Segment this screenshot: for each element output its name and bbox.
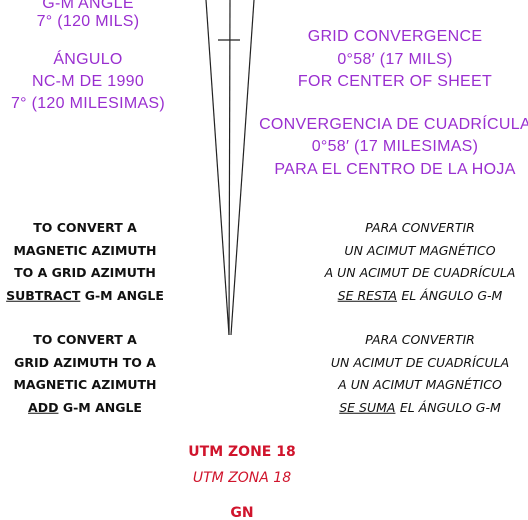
- instruction-line: MAGNETIC AZIMUTH: [13, 376, 157, 392]
- declination-label: 7° (120 MILESIMAS): [10, 95, 166, 112]
- underlined-word: SUBTRACT: [6, 287, 81, 303]
- instruction-line: A UN ACIMUT DE CUADRÍCULA: [324, 264, 516, 280]
- convergence-label: PARA EL CENTRO DE LA HOJA: [274, 161, 516, 178]
- convergence-label: 0°58′ (17 MILESIMAS): [311, 138, 479, 155]
- instruction-line: ADD G-M ANGLE: [28, 401, 142, 414]
- true-north-line: [230, 0, 255, 336]
- declination-label: ÁNGULO: [53, 51, 123, 68]
- instruction-line: SE RESTA EL ÁNGULO G-M: [338, 289, 503, 302]
- instruction-line: SUBTRACT G-M ANGLE: [6, 289, 164, 302]
- instruction-line: GRID AZIMUTH TO A: [14, 354, 156, 370]
- underlined-word: SE SUMA: [339, 399, 396, 415]
- instruction-line: A UN ACIMUT MAGNÉTICO: [338, 376, 502, 392]
- convergence-label: GRID CONVERGENCE: [307, 28, 483, 45]
- declination-lines: [205, 0, 255, 336]
- instruction-text: EL ÁNGULO G-M: [401, 287, 503, 303]
- instruction-line: TO A GRID AZIMUTH: [14, 264, 156, 280]
- underlined-word: SE RESTA: [337, 287, 398, 303]
- instruction-line: UN ACIMUT DE CUADRÍCULA: [330, 354, 510, 370]
- instruction-line: UN ACIMUT MAGNÉTICO: [344, 242, 496, 258]
- instruction-line: MAGNETIC AZIMUTH: [13, 242, 157, 258]
- instruction-line: SE SUMA EL ÁNGULO G-M: [339, 401, 501, 414]
- zone-label-es: UTM ZONA 18: [192, 470, 292, 486]
- grid-north-line: [228, 0, 231, 336]
- zone-label: UTM ZONE 18: [188, 444, 296, 460]
- instruction-line: PARA CONVERTIR: [365, 331, 475, 347]
- instruction-text: G-M ANGLE: [62, 399, 142, 415]
- declination-label: NC-M DE 1990: [31, 73, 145, 90]
- instruction-text: G-M ANGLE: [84, 287, 164, 303]
- grid-north-label: GN: [230, 505, 254, 520]
- instruction-line: TO CONVERT A: [33, 219, 137, 235]
- instruction-line: TO CONVERT A: [33, 331, 137, 347]
- declination-label: G-M ANGLE: [42, 0, 134, 12]
- convergence-label: FOR CENTER OF SHEET: [297, 73, 493, 90]
- instruction-text: EL ÁNGULO G-M: [399, 399, 501, 415]
- declination-label: 7° (120 MILS): [36, 13, 140, 30]
- magnetic-north-line: [205, 0, 230, 336]
- convergence-label: CONVERGENCIA DE CUADRÍCULA: [259, 116, 528, 133]
- convergence-label: 0°58′ (17 MILS): [337, 51, 453, 68]
- underlined-word: ADD: [28, 399, 59, 415]
- instruction-line: PARA CONVERTIR: [365, 219, 475, 235]
